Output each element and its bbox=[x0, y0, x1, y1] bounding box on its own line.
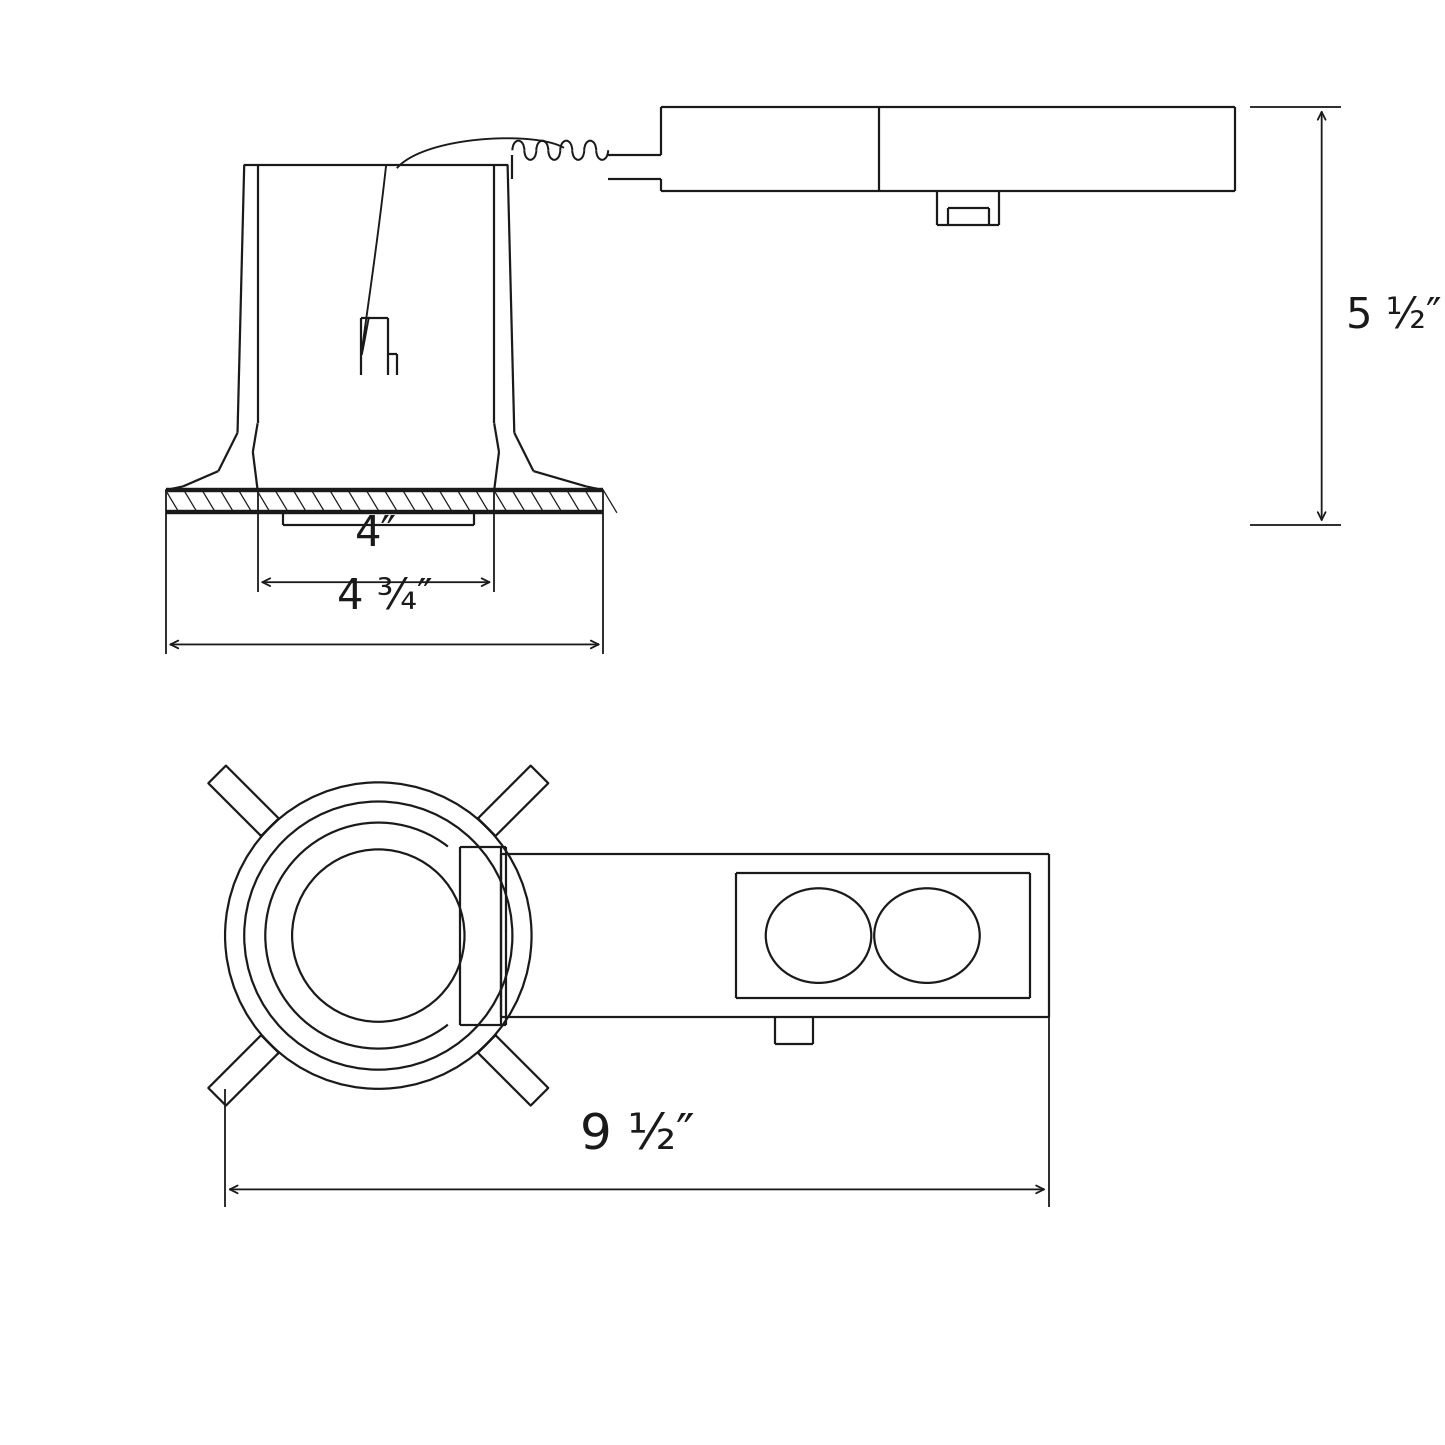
Text: 5 ½″: 5 ½″ bbox=[1345, 295, 1441, 337]
Text: 4″: 4″ bbox=[355, 513, 397, 555]
Text: 4 ¾″: 4 ¾″ bbox=[337, 575, 432, 617]
Text: 9 ½″: 9 ½″ bbox=[579, 1111, 694, 1159]
